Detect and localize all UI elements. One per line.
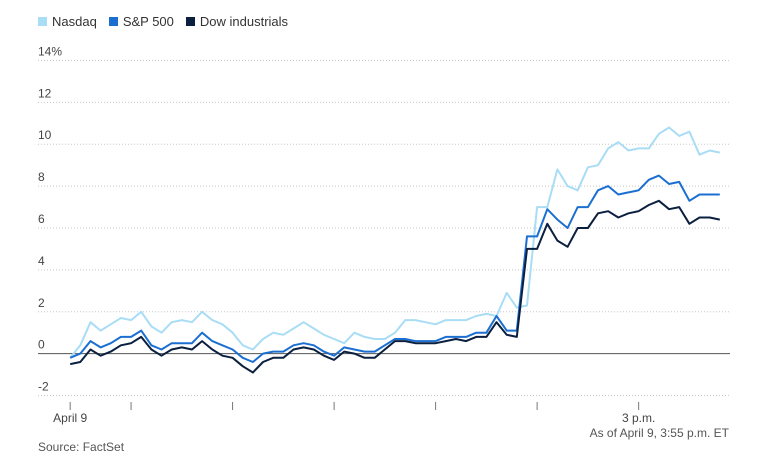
source-note: Source: FactSet: [38, 440, 125, 454]
legend-swatch-nasdaq: [38, 17, 47, 26]
legend-label-dow: Dow industrials: [199, 14, 289, 29]
y-tick-label: 14%: [38, 44, 62, 58]
series-line-s-p-500: [69, 174, 720, 363]
y-tick-label: 4: [38, 254, 45, 268]
y-tick-label: -2: [38, 380, 49, 394]
legend-label-sp500: S&P 500: [122, 14, 174, 29]
y-tick-label: 6: [38, 212, 45, 226]
legend-item-sp500: S&P 500: [108, 14, 174, 29]
y-tick-label: 12: [38, 86, 52, 100]
y-tick-label: 2: [38, 296, 45, 310]
legend-item-dow: Dow industrials: [185, 14, 289, 29]
y-axis-ticks: 14% 12 10 8 6 4 2 0 -2: [38, 44, 62, 393]
x-axis: April 9 3 p.m.: [53, 402, 655, 425]
legend-label-nasdaq: Nasdaq: [52, 14, 97, 29]
x-tick-label: April 9: [53, 411, 87, 425]
legend-swatch-dow: [185, 17, 195, 26]
y-tick-label: 0: [38, 338, 45, 352]
y-tick-label: 8: [38, 170, 45, 184]
series-line-nasdaq: [69, 126, 721, 359]
legend-item-nasdaq: Nasdaq: [38, 14, 97, 29]
series-lines: [69, 126, 721, 374]
chart-legend: Nasdaq S&P 500 Dow industrials: [38, 14, 288, 29]
as-of-note: As of April 9, 3:55 p.m. ET: [589, 426, 729, 440]
legend-swatch-sp500: [108, 17, 118, 26]
series-line-dow-industrials: [69, 199, 721, 374]
grid-lines: [38, 59, 730, 397]
x-tick-label: 3 p.m.: [622, 411, 655, 425]
y-tick-label: 10: [38, 128, 52, 142]
